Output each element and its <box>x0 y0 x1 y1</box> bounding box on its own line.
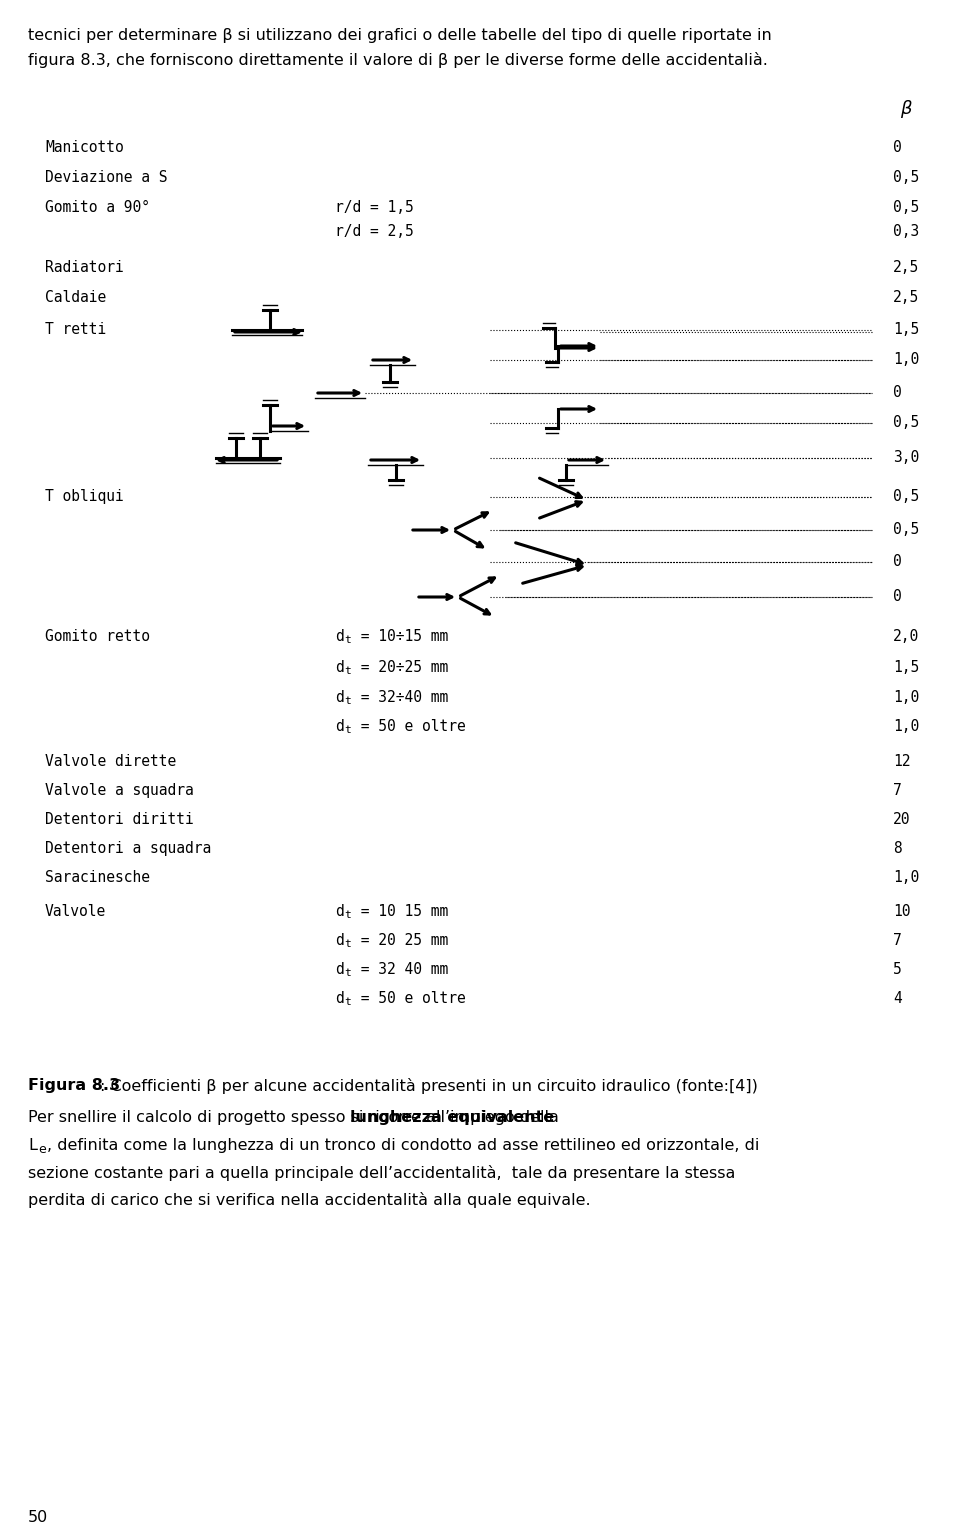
Text: Deviazione a S: Deviazione a S <box>45 170 167 185</box>
Text: t: t <box>344 665 350 676</box>
Text: d: d <box>335 629 344 644</box>
Text: t: t <box>344 635 350 645</box>
Text: 0: 0 <box>893 553 901 569</box>
Text: t: t <box>344 967 350 978</box>
Text: 0: 0 <box>893 589 901 604</box>
Text: t: t <box>344 696 350 707</box>
Text: Saracinesche: Saracinesche <box>45 871 150 885</box>
Text: L: L <box>28 1137 36 1153</box>
Text: d: d <box>335 661 344 675</box>
Text: 7: 7 <box>893 783 901 799</box>
Text: 1,0: 1,0 <box>893 353 920 366</box>
Text: Radiatori: Radiatori <box>45 261 124 274</box>
Text: 0,5: 0,5 <box>893 415 920 429</box>
Text: d: d <box>335 719 344 734</box>
Text: r/d = 1,5: r/d = 1,5 <box>335 199 414 215</box>
Text: perdita di carico che si verifica nella accidentalità alla quale equivale.: perdita di carico che si verifica nella … <box>28 1193 590 1208</box>
Text: = 32÷40 mm: = 32÷40 mm <box>352 690 448 705</box>
Text: Detentori a squadra: Detentori a squadra <box>45 842 211 855</box>
Text: β: β <box>900 100 911 118</box>
Text: d: d <box>335 690 344 705</box>
Text: Manicotto: Manicotto <box>45 140 124 155</box>
Text: e: e <box>38 1144 46 1156</box>
Text: figura 8.3, che forniscono direttamente il valore di β per le diverse forme dell: figura 8.3, che forniscono direttamente … <box>28 52 768 67</box>
Text: 0,3: 0,3 <box>893 224 920 239</box>
Text: 0,5: 0,5 <box>893 170 920 185</box>
Text: 3,0: 3,0 <box>893 451 920 464</box>
Text: Gomito a 90°: Gomito a 90° <box>45 199 150 215</box>
Text: : Coefficienti β per alcune accidentalità presenti in un circuito idraulico (fon: : Coefficienti β per alcune accidentalit… <box>100 1078 757 1095</box>
Text: 0,5: 0,5 <box>893 523 920 537</box>
Text: Per snellire il calcolo di progetto spesso si ricorre all’impiego della: Per snellire il calcolo di progetto spes… <box>28 1110 564 1125</box>
Text: 20: 20 <box>893 812 910 826</box>
Text: 1,5: 1,5 <box>893 661 920 675</box>
Text: 7: 7 <box>893 934 901 947</box>
Text: 0,5: 0,5 <box>893 489 920 504</box>
Text: 2,5: 2,5 <box>893 261 920 274</box>
Text: = 10÷15 mm: = 10÷15 mm <box>352 629 448 644</box>
Text: d: d <box>335 963 344 977</box>
Text: t: t <box>344 996 350 1007</box>
Text: 4: 4 <box>893 990 901 1006</box>
Text: d: d <box>335 934 344 947</box>
Text: = 32 40 mm: = 32 40 mm <box>352 963 448 977</box>
Text: 1,0: 1,0 <box>893 690 920 705</box>
Text: = 20÷25 mm: = 20÷25 mm <box>352 661 448 675</box>
Text: 1,0: 1,0 <box>893 719 920 734</box>
Text: Gomito retto: Gomito retto <box>45 629 150 644</box>
Text: Valvole dirette: Valvole dirette <box>45 754 177 770</box>
Text: , definita come la lunghezza di un tronco di condotto ad asse rettilineo ed oriz: , definita come la lunghezza di un tronc… <box>47 1137 759 1153</box>
Text: = 10 15 mm: = 10 15 mm <box>352 904 448 918</box>
Text: Caldaie: Caldaie <box>45 290 107 305</box>
Text: 0,5: 0,5 <box>893 199 920 215</box>
Text: 1,0: 1,0 <box>893 871 920 885</box>
Text: 50: 50 <box>28 1510 48 1525</box>
Text: 5: 5 <box>893 963 901 977</box>
Text: 2,5: 2,5 <box>893 290 920 305</box>
Text: 2,0: 2,0 <box>893 629 920 644</box>
Text: 12: 12 <box>893 754 910 770</box>
Text: tecnici per determinare β si utilizzano dei grafici o delle tabelle del tipo di : tecnici per determinare β si utilizzano … <box>28 28 772 43</box>
Text: Detentori diritti: Detentori diritti <box>45 812 194 826</box>
Text: T retti: T retti <box>45 322 107 337</box>
Text: sezione costante pari a quella principale dell’accidentalità,  tale da presentar: sezione costante pari a quella principal… <box>28 1165 735 1180</box>
Text: 1,5: 1,5 <box>893 322 920 337</box>
Text: d: d <box>335 990 344 1006</box>
Text: T obliqui: T obliqui <box>45 489 124 504</box>
Text: Valvole: Valvole <box>45 904 107 918</box>
Text: r/d = 2,5: r/d = 2,5 <box>335 224 414 239</box>
Text: d: d <box>335 904 344 918</box>
Text: = 50 e oltre: = 50 e oltre <box>352 719 466 734</box>
Text: 0: 0 <box>893 385 901 400</box>
Text: 8: 8 <box>893 842 901 855</box>
Text: 0: 0 <box>893 140 901 155</box>
Text: t: t <box>344 911 350 920</box>
Text: t: t <box>344 940 350 949</box>
Text: Figura 8.3: Figura 8.3 <box>28 1078 120 1093</box>
Text: 10: 10 <box>893 904 910 918</box>
Text: Valvole a squadra: Valvole a squadra <box>45 783 194 799</box>
Text: = 50 e oltre: = 50 e oltre <box>352 990 466 1006</box>
Text: lunghezza equivalente: lunghezza equivalente <box>350 1110 554 1125</box>
Text: = 20 25 mm: = 20 25 mm <box>352 934 448 947</box>
Text: t: t <box>344 725 350 734</box>
